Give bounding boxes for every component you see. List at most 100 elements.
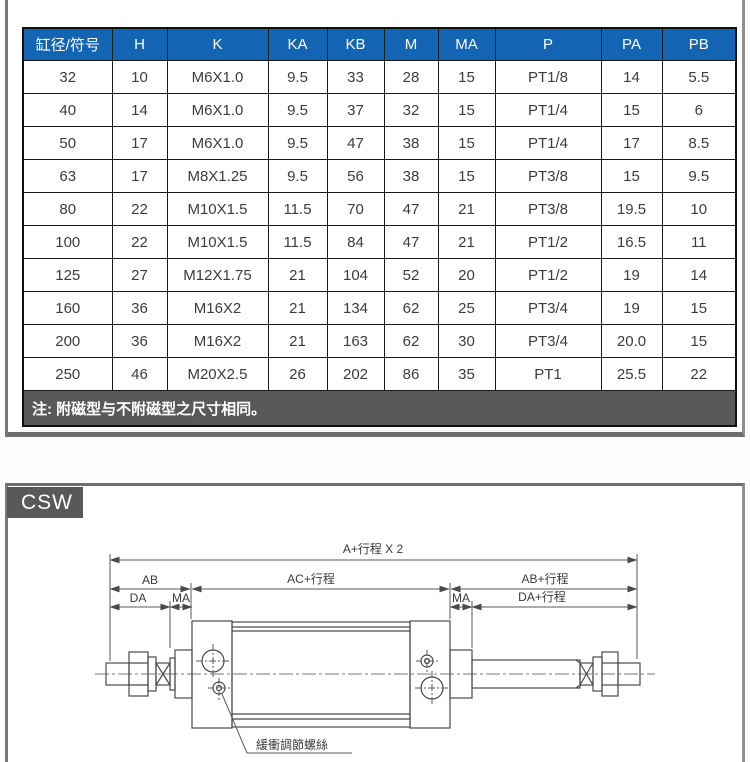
column-header: KA [267, 27, 328, 61]
table-row: 80 22 M10X1.5 11.5 70 47 21 PT3/8 19.5 10 [22, 192, 737, 226]
table-header-row: 缸径/符号 H K KA KB M MA P PA PB [22, 27, 737, 61]
table-cell: 36 [111, 291, 168, 325]
table-cell: 21 [437, 192, 496, 226]
dimension-table: 缸径/符号 H K KA KB M MA P PA PB 32 10 M6X1.0 9.5 33 28 15 P… [22, 27, 737, 427]
table-cell: 19 [600, 258, 663, 292]
table-cell: M12X1.75 [166, 258, 269, 292]
table-cell: 20.0 [600, 324, 663, 358]
column-header: MA [437, 27, 496, 61]
table-cell: 32 [22, 60, 113, 94]
table-cell: 17 [600, 126, 663, 160]
table-cell: 8.5 [661, 126, 737, 160]
table-cell: 15 [661, 324, 737, 358]
table-cell: 9.5 [267, 126, 328, 160]
table-cell: 33 [326, 60, 385, 94]
table-cell: 125 [22, 258, 113, 292]
table-row: 125 27 M12X1.75 21 104 52 20 PT1/2 19 14 [22, 258, 737, 292]
table-row: 100 22 M10X1.5 11.5 84 47 21 PT1/2 16.5 11 [22, 225, 737, 259]
dim-label-ma-right: MA [452, 591, 470, 605]
table-cell: 9.5 [267, 93, 328, 127]
table-cell: 50 [22, 126, 113, 160]
right-rod-tip [617, 662, 641, 686]
table-cell: 14 [600, 60, 663, 94]
table-cell: 56 [326, 159, 385, 193]
table-row: 63 17 M8X1.25 9.5 56 38 15 PT3/8 15 9.5 [22, 159, 737, 193]
table-cell: 47 [326, 126, 385, 160]
table-cell: 250 [22, 357, 113, 391]
table-cell: 52 [383, 258, 439, 292]
table-cell: 15 [600, 93, 663, 127]
table-cell: 86 [383, 357, 439, 391]
column-header: P [494, 27, 602, 61]
table-cell: 134 [326, 291, 385, 325]
column-header: KB [326, 27, 385, 61]
table-body: 32 10 M6X1.0 9.5 33 28 15 PT1/8 14 5.5 40 14 M6X1.0 9… [22, 60, 737, 391]
column-header: 缸径/符号 [22, 27, 113, 61]
table-cell: 62 [383, 324, 439, 358]
table-cell: PT1/2 [494, 225, 602, 259]
table-cell: 19 [600, 291, 663, 325]
table-cell: M6X1.0 [166, 93, 269, 127]
table-cell: 11 [661, 225, 737, 259]
table-cell: 20 [437, 258, 496, 292]
cushion-screw-label: 緩衝調節螺絲 [256, 737, 328, 752]
table-cell: 104 [326, 258, 385, 292]
table-cell: 15 [437, 60, 496, 94]
table-cell: 100 [22, 225, 113, 259]
table-cell: 21 [267, 324, 328, 358]
series-label-csw: CSW [7, 487, 83, 518]
table-cell: 160 [22, 291, 113, 325]
table-cell: 47 [383, 192, 439, 226]
table-cell: 21 [267, 258, 328, 292]
table-cell: 9.5 [267, 60, 328, 94]
table-cell: 17 [111, 126, 168, 160]
table-cell: PT3/8 [494, 192, 602, 226]
table-cell: 25.5 [600, 357, 663, 391]
table-cell: M16X2 [166, 291, 269, 325]
table-cell: 9.5 [661, 159, 737, 193]
table-cell: 70 [326, 192, 385, 226]
column-header: M [383, 27, 439, 61]
table-cell: 35 [437, 357, 496, 391]
dimension-lines: A+行程 X 2 AB AC+行程 AB+行程 DA MA MA DA+行程 [109, 541, 638, 661]
table-cell: M20X2.5 [166, 357, 269, 391]
table-cell: PT3/4 [494, 291, 602, 325]
table-cell: 14 [661, 258, 737, 292]
table-row: 200 36 M16X2 21 163 62 30 PT3/4 20.0 15 [22, 324, 737, 358]
table-cell: 6 [661, 93, 737, 127]
table-cell: M6X1.0 [166, 60, 269, 94]
table-header: 缸径/符号 H K KA KB M MA P PA PB [22, 27, 737, 61]
cushion-screw-callout: 緩衝調節螺絲 [221, 693, 352, 754]
table-cell: 37 [326, 93, 385, 127]
table-cell: 63 [22, 159, 113, 193]
table-cell: M10X1.5 [166, 225, 269, 259]
table-cell: 15 [437, 159, 496, 193]
column-header: H [111, 27, 168, 61]
note-text: 注: 附磁型与不附磁型之尺寸相同。 [22, 390, 737, 427]
table-cell: 38 [383, 159, 439, 193]
table-cell: PT1/2 [494, 258, 602, 292]
table-cell: 46 [111, 357, 168, 391]
table-cell: 17 [111, 159, 168, 193]
table-cell: 11.5 [267, 225, 328, 259]
table-cell: 16.5 [600, 225, 663, 259]
table-cell: 5.5 [661, 60, 737, 94]
table-cell: 36 [111, 324, 168, 358]
dim-label-total: A+行程 X 2 [343, 541, 404, 556]
table-cell: 22 [111, 225, 168, 259]
table-cell: 40 [22, 93, 113, 127]
note-row: 注: 附磁型与不附磁型之尺寸相同。 [22, 390, 737, 427]
dim-label-ma-left: MA [172, 591, 190, 605]
table-cell: M16X2 [166, 324, 269, 358]
table-cell: 62 [383, 291, 439, 325]
table-cell: 10 [661, 192, 737, 226]
table-cell: 9.5 [267, 159, 328, 193]
table-cell: PT3/8 [494, 159, 602, 193]
dim-label-ab: AB [142, 573, 158, 587]
table-cell: 22 [111, 192, 168, 226]
table-cell: M8X1.25 [166, 159, 269, 193]
table-cell: 21 [437, 225, 496, 259]
table-cell: 25 [437, 291, 496, 325]
table-row: 40 14 M6X1.0 9.5 37 32 15 PT1/4 15 6 [22, 93, 737, 127]
column-header: PB [661, 27, 737, 61]
